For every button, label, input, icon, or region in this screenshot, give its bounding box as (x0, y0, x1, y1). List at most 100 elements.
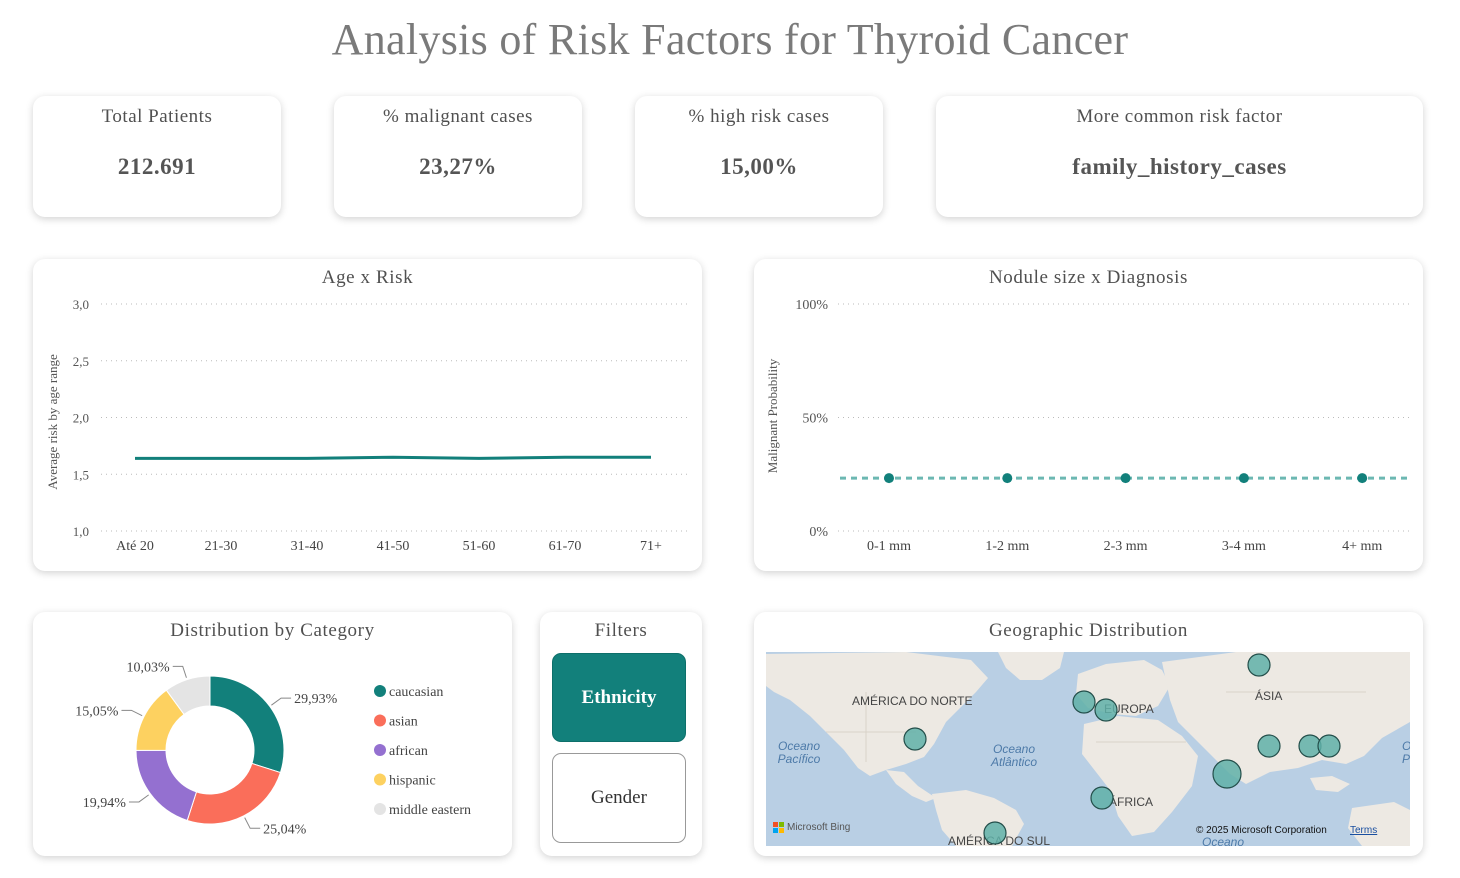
x-tick-label: Até 20 (116, 539, 154, 554)
x-tick-label: 41-50 (377, 539, 410, 554)
legend-marker (374, 773, 386, 786)
map-label-ocean-bottom: Oceano (1202, 835, 1245, 847)
x-tick-label: 71+ (640, 539, 662, 554)
y-tick-label: 2,5 (73, 354, 89, 369)
map-marker-china[interactable] (1257, 734, 1281, 758)
data-point[interactable] (1238, 473, 1249, 484)
y-tick-label: 2,0 (73, 411, 89, 426)
y-tick-label: 100% (795, 298, 828, 313)
map-label-atlantic: Oceano Atlântico (990, 742, 1038, 769)
ethnicity-filter-button[interactable]: Ethnicity (552, 653, 686, 742)
x-tick-label: 31-40 (291, 539, 324, 554)
map-marker-russia[interactable] (1247, 653, 1271, 677)
chart-title: Age x Risk (321, 267, 414, 288)
map-label-africa: ÁFRICA (1109, 795, 1154, 809)
kpi-card-risk-factor: More common risk factor family_history_c… (936, 96, 1423, 217)
kpi-card-malignant: % malignant cases 23,27% (334, 96, 582, 217)
world-map[interactable]: AMÉRICA DO NORTE EUROPA ÁSIA ÁFRICA AMÉR… (766, 652, 1410, 846)
y-tick-label: 50% (802, 412, 828, 427)
label-leader-line (172, 665, 187, 678)
slice-label: 29,93% (294, 692, 338, 707)
map-marker-north-america[interactable] (903, 727, 927, 751)
legend-marker (374, 714, 386, 727)
y-axis-label: Malignant Probability (765, 358, 780, 473)
map-label-north-america: AMÉRICA DO NORTE (852, 694, 973, 708)
legend-label[interactable]: caucasian (389, 685, 443, 700)
nodule-diagnosis-panel: Nodule size x Diagnosis Malignant Probab… (754, 259, 1423, 571)
slice-label: 10,03% (127, 660, 171, 675)
map-title: Geographic Distribution (988, 620, 1188, 641)
donut-slice-asian[interactable] (186, 762, 282, 825)
kpi-value: 212.691 (117, 154, 197, 179)
map-label-edge: O P (1402, 740, 1410, 766)
x-tick-label: 4+ mm (1342, 539, 1382, 554)
kpi-card-total-patients: Total Patients 212.691 (33, 96, 281, 217)
map-marker-south-america[interactable] (983, 821, 1007, 845)
x-tick-label: 3-4 mm (1222, 539, 1266, 554)
map-marker-africa[interactable] (1090, 786, 1114, 810)
data-point[interactable] (1357, 473, 1368, 484)
kpi-value: 15,00% (720, 154, 798, 179)
map-label-asia: ÁSIA (1255, 689, 1283, 703)
x-tick-label: 1-2 mm (985, 539, 1029, 554)
filters-title: Filters (594, 620, 648, 641)
age-risk-chart: Average risk by age range 1,0 1,5 2,0 2,5 3,… (45, 297, 687, 554)
distribution-donut-chart: 29,93% 25,04% 19,94% 15,05% 10,03% caucasian a… (75, 660, 471, 837)
map-markers (903, 653, 1341, 845)
legend-marker (374, 685, 386, 697)
kpi-value: family_history_cases (1072, 154, 1287, 179)
map-marker-europe-east[interactable] (1094, 698, 1118, 722)
label-leader-line (121, 709, 143, 717)
x-tick-label: 0-1 mm (867, 539, 911, 554)
map-marker-india[interactable] (1212, 759, 1242, 789)
gender-filter-button[interactable]: Gender (552, 753, 686, 843)
map-marker-japan[interactable] (1317, 734, 1341, 758)
map-copyright: © 2025 Microsoft Corporation (1196, 825, 1327, 836)
label-leader-line (271, 697, 292, 706)
data-point[interactable] (884, 473, 894, 484)
slice-label: 25,04% (263, 822, 307, 837)
legend-label[interactable]: asian (389, 715, 418, 730)
map-terms-link[interactable]: Terms (1350, 825, 1378, 836)
nodule-diagnosis-chart: Malignant Probability 0% 50% 100% 0-1 mm 1-2… (765, 298, 1411, 554)
kpi-label: Total Patients (101, 106, 213, 127)
slice-label: 19,94% (83, 796, 127, 811)
legend-marker (374, 803, 386, 815)
y-tick-label: 1,5 (73, 467, 89, 482)
kpi-label: More common risk factor (1076, 106, 1283, 127)
x-tick-label: 2-3 mm (1104, 539, 1148, 554)
data-point[interactable] (1002, 473, 1013, 484)
donut-slice-african[interactable] (135, 749, 198, 822)
map-marker-europe-west[interactable] (1072, 690, 1096, 714)
map-label-pacific: Oceano Pacífico (777, 739, 821, 766)
y-axis-label: Average risk by age range (45, 354, 60, 490)
age-risk-panel: Age x Risk Average risk by age range 1,0… (33, 259, 702, 571)
chart-title: Distribution by Category (170, 620, 375, 641)
age-risk-series-line[interactable] (135, 455, 651, 460)
chart-title: Nodule size x Diagnosis (988, 267, 1189, 288)
donut-slice-caucasian[interactable] (209, 675, 285, 774)
legend-label[interactable]: african (389, 744, 428, 759)
kpi-card-high-risk: % high risk cases 15,00% (635, 96, 883, 217)
label-leader-line (244, 817, 261, 829)
dashboard-title: Analysis of Risk Factors for Thyroid Can… (331, 15, 1129, 64)
kpi-label: % malignant cases (383, 106, 533, 127)
x-tick-label: 51-60 (463, 539, 496, 554)
y-tick-label: 0% (809, 525, 828, 540)
geographic-panel: Geographic Distribution AMÉRICA DO NORTE (754, 612, 1423, 856)
x-tick-label: 21-30 (205, 539, 238, 554)
label-leader-line (128, 794, 149, 803)
legend-label[interactable]: middle eastern (389, 803, 471, 818)
kpi-label: % high risk cases (688, 106, 830, 127)
filters-panel: Filters Ethnicity Gender (540, 612, 702, 856)
legend-label[interactable]: hispanic (389, 774, 436, 789)
legend-marker (374, 744, 386, 756)
distribution-panel: Distribution by Category 29,93% 25,04% 19,… (33, 612, 512, 856)
y-tick-label: 1,0 (73, 524, 89, 539)
y-tick-label: 3,0 (73, 297, 89, 312)
donut-slice-middle-eastern[interactable] (165, 675, 211, 716)
data-point[interactable] (1120, 473, 1131, 484)
x-tick-label: 61-70 (549, 539, 582, 554)
microsoft-logo-icon (773, 822, 785, 834)
kpi-value: 23,27% (419, 154, 497, 179)
